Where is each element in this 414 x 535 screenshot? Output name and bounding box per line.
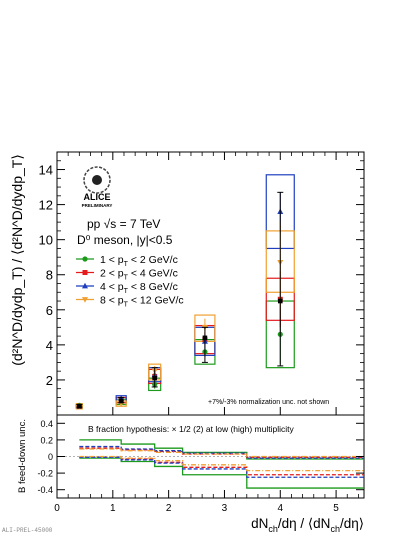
energy-annotation: pp √s = 7 TeV — [87, 217, 160, 231]
legend-marker — [82, 256, 88, 262]
legend-marker — [82, 297, 88, 303]
data-point — [118, 398, 124, 404]
x-tick-label: 3 — [222, 503, 228, 514]
bottom-y-axis-label: B feed-down unc. — [17, 419, 28, 493]
top-y-axis-label: (d²N^D/dydp_T) / ⟨d²N^D/dydp_T⟩ — [9, 154, 25, 366]
alice-logo-core — [92, 175, 102, 185]
data-point — [277, 298, 283, 304]
y-tick-label: 8 — [46, 268, 53, 283]
y-tick-label: 0.2 — [40, 435, 53, 445]
legend-label: 8 < pT < 12 GeV/c — [100, 295, 184, 309]
footer-label: ALI-PREL-45000 — [2, 527, 53, 534]
y-tick-label: 10 — [39, 233, 53, 248]
y-tick-label: 14 — [39, 163, 53, 178]
y-tick-label: -0.4 — [37, 485, 53, 495]
y-tick-label: 6 — [46, 303, 53, 318]
x-tick-label: 1 — [110, 503, 116, 514]
alice-logo: ALICE PRELIMINARY — [82, 166, 113, 208]
data-point — [202, 335, 208, 341]
legend-label: 1 < pT < 2 GeV/c — [100, 254, 178, 268]
feed-down-band-edge — [79, 448, 364, 458]
x-label-end: /dη⟩ — [340, 516, 364, 531]
y-tick-label: -0.2 — [37, 469, 53, 479]
legend-marker — [82, 282, 88, 289]
x-axis-label: dNch/dη / ⟨dNch/dη⟩ — [251, 516, 364, 534]
bottom-annotation: B fraction hypothesis: × 1/2 (2) at low … — [88, 424, 294, 434]
bottom-plot-area — [57, 439, 364, 489]
feed-down-band-edge — [79, 457, 364, 489]
meson-annotation: D⁰ meson, |y|<0.5 — [77, 233, 173, 247]
y-tick-label: 12 — [39, 198, 53, 213]
x-tick-label: 2 — [166, 503, 172, 514]
y-tick-label: 0.4 — [40, 419, 53, 429]
x-label-sub2: ch — [330, 524, 340, 534]
alice-logo-subtext: PRELIMINARY — [82, 203, 113, 208]
x-tick-label: 5 — [333, 503, 339, 514]
normalization-note: +7%/-3% normalization unc. not shown — [208, 399, 329, 406]
legend-marker — [82, 270, 88, 275]
data-point — [77, 403, 82, 409]
legend-label: 4 < pT < 8 GeV/c — [100, 281, 178, 295]
legend-label: 2 < pT < 4 GeV/c — [100, 268, 178, 282]
x-label-mid: /dη / ⟨dN — [278, 516, 331, 531]
top-plot-area — [75, 174, 295, 410]
y-tick-label: 2 — [46, 373, 53, 388]
x-tick-label: 4 — [277, 503, 283, 514]
legend: 1 < pT < 2 GeV/c2 < pT < 4 GeV/c4 < pT <… — [76, 254, 184, 309]
data-point — [152, 375, 157, 381]
alice-logo-ring — [83, 166, 111, 194]
x-label-sub1: ch — [268, 524, 278, 534]
feed-down-band-edge — [79, 455, 364, 472]
x-tick-label: 0 — [54, 503, 60, 514]
y-tick-label: 4 — [46, 338, 53, 353]
x-label-main: dN — [251, 516, 268, 531]
y-tick-label: 0 — [48, 452, 53, 462]
alice-logo-text: ALICE — [84, 192, 111, 202]
